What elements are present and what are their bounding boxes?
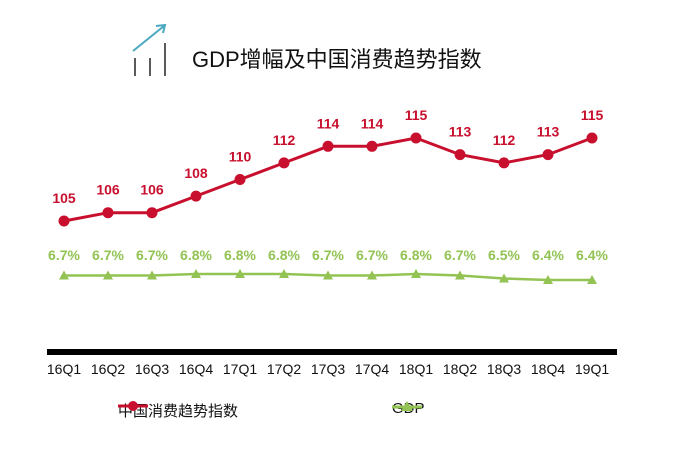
data-point <box>366 140 378 152</box>
data-point <box>322 140 334 152</box>
data-point <box>279 269 289 278</box>
data-label: 6.8% <box>224 247 256 263</box>
data-label: 6.4% <box>532 247 564 263</box>
data-point <box>454 149 466 161</box>
x-tick-label: 19Q1 <box>575 361 609 377</box>
data-point <box>499 273 509 283</box>
data-label: 115 <box>581 107 604 123</box>
legend-item-gdp: GDP <box>392 400 425 417</box>
data-label: 113 <box>537 124 560 140</box>
data-point <box>147 270 157 280</box>
data-label: 106 <box>140 182 164 198</box>
data-label: 6.4% <box>576 247 608 263</box>
data-label: 106 <box>96 182 120 198</box>
data-point <box>411 269 421 278</box>
legend-circle-marker-icon <box>118 401 148 411</box>
data-label: 6.7% <box>136 247 168 263</box>
x-tick-label: 16Q2 <box>91 361 125 377</box>
data-point <box>278 157 290 169</box>
data-point <box>102 207 114 219</box>
data-label: 6.7% <box>356 247 388 263</box>
data-label: 112 <box>273 132 296 148</box>
data-point <box>542 149 554 161</box>
data-point <box>103 270 113 280</box>
data-point <box>146 207 158 219</box>
data-label: 6.8% <box>400 247 432 263</box>
data-label: 6.7% <box>48 247 80 263</box>
x-tick-label: 16Q4 <box>179 361 213 377</box>
data-point <box>59 270 69 280</box>
data-label: 105 <box>52 190 76 206</box>
data-label: 6.7% <box>444 247 476 263</box>
x-tick-label: 17Q2 <box>267 361 301 377</box>
x-tick-label: 16Q3 <box>135 361 169 377</box>
x-tick-label: 17Q4 <box>355 361 389 377</box>
legend-triangle-marker-icon <box>392 401 422 411</box>
data-point <box>58 215 70 227</box>
data-point <box>498 157 510 169</box>
x-tick-label: 18Q3 <box>487 361 521 377</box>
data-label: 114 <box>361 115 384 131</box>
data-label: 6.5% <box>488 247 520 263</box>
data-point <box>455 270 465 280</box>
data-label: 112 <box>493 132 516 148</box>
data-point <box>367 270 377 280</box>
data-label: 6.8% <box>268 247 300 263</box>
x-tick-label: 18Q2 <box>443 361 477 377</box>
data-point <box>323 270 333 280</box>
data-point <box>234 174 246 185</box>
x-tick-label: 17Q3 <box>311 361 345 377</box>
data-label: 6.7% <box>312 247 344 263</box>
data-label: 115 <box>405 107 428 123</box>
data-label: 114 <box>317 115 340 131</box>
data-label: 110 <box>229 149 252 165</box>
data-point <box>235 269 245 278</box>
data-label: 108 <box>184 165 208 181</box>
data-point <box>543 275 553 284</box>
x-tick-label: 17Q1 <box>223 361 257 377</box>
data-label: 113 <box>449 124 472 140</box>
x-tick-label: 16Q1 <box>47 361 81 377</box>
legend-label: 中国消费趋势指数 <box>118 403 239 420</box>
data-point <box>191 269 201 278</box>
data-point <box>190 190 202 202</box>
chart-title: GDP增幅及中国消费趋势指数 <box>192 47 482 72</box>
data-point <box>410 132 422 144</box>
data-point <box>586 132 598 144</box>
data-label: 6.7% <box>92 247 124 263</box>
data-point <box>587 275 597 284</box>
x-tick-label: 18Q4 <box>531 361 565 377</box>
data-label: 6.8% <box>180 247 212 263</box>
legend-item-consumer-index: 中国消费趋势指数 <box>118 400 238 421</box>
x-tick-label: 18Q1 <box>399 361 433 377</box>
